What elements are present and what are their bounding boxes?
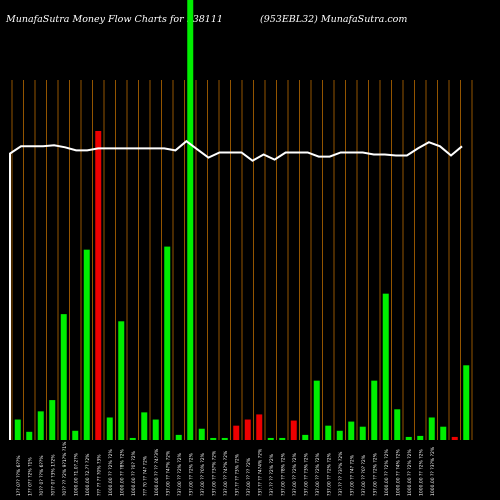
bar: [336, 430, 343, 440]
bar: [187, 0, 194, 440]
bar: [440, 426, 447, 440]
x-tick-label: ?3?.?? ?? ?2% ?2%: [269, 453, 275, 496]
x-tick-label: 1000.00 ?? ?8% ?2%: [119, 449, 125, 496]
flow-line-group: [9, 139, 463, 440]
bar: [83, 249, 90, 440]
bar: [463, 365, 470, 440]
bar: [221, 437, 228, 440]
x-tick-label: ?3?.00 ?? ?2% ?2%: [292, 452, 298, 496]
x-tick-label: ??? ?? ?? ?0% ?3%: [96, 454, 102, 496]
bar: [405, 436, 412, 440]
x-tick-label: ?0?? 0? ?3% 1?2%: [50, 454, 56, 496]
bar: [26, 431, 33, 440]
x-tick-label: 1000.00 ?? ?2% ?2%: [407, 449, 413, 496]
bar: [152, 419, 159, 440]
gridlines: [11, 80, 473, 440]
x-tick-label: ?3?.00 ?? ?2% ?2%: [188, 452, 194, 496]
x-tick-label: ?3?.?? ?? ?4?4% ?2%: [257, 448, 263, 496]
x-tick-label: ?3?.00 ?? ?2% ?2%: [177, 452, 183, 496]
bar: [267, 437, 274, 440]
bar: [371, 380, 378, 440]
x-tick-label: ?3?.00 ?? ?? ?2%: [246, 457, 252, 496]
bar: [141, 412, 148, 440]
chart-title-right: (953EBL32) MunafaSutra.com: [260, 14, 408, 25]
x-tick-label: 1?? 0?? ??% 6??%: [16, 455, 22, 496]
bar: [210, 437, 217, 440]
bar: [348, 421, 355, 440]
x-tick-label: 1000.00 ?? ?2% ?2%: [108, 449, 114, 496]
bar: [394, 409, 401, 440]
bar: [72, 430, 79, 440]
bar: [313, 380, 320, 440]
x-tick-label: 1000.00 ?? ?2% ?2%: [384, 449, 390, 496]
bar: [60, 314, 67, 440]
bar: [451, 436, 458, 440]
x-axis-labels: 1?? 0?? ??% 6??% 1?? 0?? ?2% ?1% ?0?? 0? ?…: [16, 441, 436, 496]
bar: [37, 411, 44, 440]
bar: [198, 428, 205, 440]
bar: [417, 435, 424, 440]
x-tick-label: ??? ?0 ?? ?4? ?2%: [142, 455, 148, 496]
bars: [14, 0, 470, 441]
bar: [118, 321, 125, 440]
x-tick-label: 1000.00 ?? ?4% ?2%: [395, 449, 401, 496]
bar: [382, 293, 389, 440]
chart-title-left: MunafaSutra Money Flow Charts for 938111: [6, 14, 223, 25]
bar: [256, 414, 263, 440]
bar: [14, 419, 21, 440]
x-tick-label: ?3?.00 ?? ?2% ?2%: [372, 452, 378, 496]
x-tick-label: 1000.00 ?1.0?.2?%: [73, 452, 79, 496]
x-tick-label: ?3?.00 ?? ?4?% ?2%: [223, 450, 229, 496]
x-tick-label: ?3?.00 ?? ?0% ?2%: [200, 452, 206, 496]
x-tick-label: 1000.00 ?? ?2% ?2%: [418, 449, 424, 496]
x-tick-label: ?3?.00 ?? ?8% ?2%: [280, 452, 286, 496]
bar: [290, 420, 297, 440]
x-tick-label: ?3?.?? ?? ?3% ?2%: [234, 453, 240, 496]
x-tick-label: 1000.00 ?? ?? ?4?3%: [154, 448, 160, 496]
x-tick-label: ?3?.00 ?? ?0? ?2%: [361, 454, 367, 496]
x-tick-label: 1?? 0?? ?2% ?1%: [27, 457, 33, 496]
x-tick-label: ?3?.00 ?? ?3?% ?2%: [211, 450, 217, 496]
x-tick-label: 1000.00 ?? ?3?% ?2%: [430, 446, 436, 496]
x-tick-label: ?3?.00 ?? ?4?% ?2%: [165, 450, 171, 496]
bar: [325, 425, 332, 440]
bar: [49, 400, 56, 440]
x-tick-label: ?0?? 0? ??% 6??%: [39, 455, 45, 496]
bar: [279, 437, 286, 440]
x-tick-label: ?3?.00 ?? ?3% ?2%: [303, 452, 309, 496]
bar: [233, 425, 240, 440]
bar: [359, 426, 366, 440]
flow-line: [9, 139, 463, 440]
bar: [95, 130, 102, 441]
x-tick-label: ?0?? ?? ?2% 9?1?% ?1%: [62, 441, 68, 496]
bar: [106, 417, 113, 440]
x-tick-label: ?3?.00 ?? ?2% ?2%: [315, 452, 321, 496]
x-tick-label: ?3?.?? ?? ?3?% ?2%: [338, 451, 344, 496]
x-tick-label: ?3?.00 ?? ?2% ?2%: [326, 452, 332, 496]
x-tick-label: 1000.00 ?? ?0? ?2%: [131, 450, 137, 496]
bar: [428, 417, 435, 440]
bar: [129, 437, 136, 440]
bar: [302, 434, 309, 440]
bar: [175, 434, 182, 440]
bar: [164, 246, 171, 440]
x-tick-label: ?3?.00 ?? ?4? ?2%: [349, 454, 355, 496]
x-tick-label: 1000.00 ?2.?? ?2%: [85, 453, 91, 496]
bar: [244, 419, 251, 440]
